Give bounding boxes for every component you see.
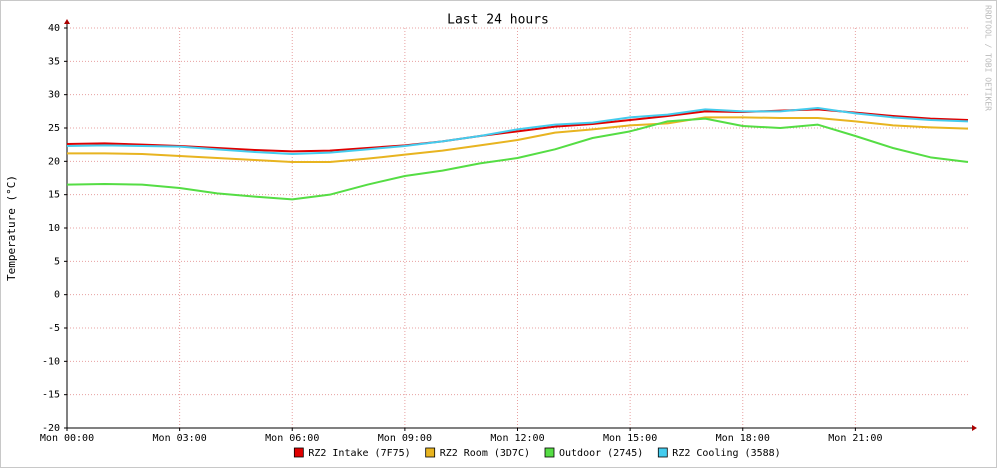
- y-tick-label: 35: [48, 56, 60, 67]
- y-tick-label: 15: [48, 190, 60, 201]
- legend-label: RZ2 Cooling (3588): [672, 448, 780, 459]
- x-tick-label: Mon 06:00: [265, 433, 319, 444]
- y-axis-arrow: [64, 19, 70, 24]
- series-line: [66, 117, 969, 201]
- y-tick-label: -5: [48, 323, 60, 334]
- y-tick-label: 5: [54, 256, 60, 267]
- x-tick-label: Mon 18:00: [716, 433, 770, 444]
- x-tick-label: Mon 12:00: [490, 433, 544, 444]
- x-tick-label: Mon 03:00: [153, 433, 207, 444]
- series-line: [67, 116, 969, 163]
- y-tick-label: 30: [48, 90, 60, 101]
- y-tick-label: -15: [42, 390, 60, 401]
- legend-label: RZ2 Room (3D7C): [440, 448, 530, 459]
- x-tick-label: Mon 09:00: [378, 433, 432, 444]
- legend-swatch: [293, 447, 304, 458]
- y-tick-label: 25: [48, 123, 60, 134]
- series-line: [66, 107, 969, 155]
- x-tick-label: Mon 15:00: [603, 433, 657, 444]
- x-axis-arrow: [972, 425, 977, 431]
- y-tick-label: -20: [42, 423, 60, 434]
- legend-swatch: [657, 447, 668, 458]
- legend-label: RZ2 Intake (7F75): [308, 448, 410, 459]
- y-tick-label: 10: [48, 223, 60, 234]
- series-line: [66, 108, 969, 153]
- legend-label: Outdoor (2745): [559, 448, 643, 459]
- legend-swatch: [425, 447, 436, 458]
- y-tick-label: 20: [48, 156, 60, 167]
- y-axis-label: Temperature (°C): [5, 175, 18, 281]
- y-tick-label: -10: [42, 356, 60, 367]
- y-tick-label: 40: [48, 23, 60, 34]
- watermark: RRDTOOL / TOBI OETIKER: [984, 5, 993, 111]
- x-tick-label: Mon 21:00: [828, 433, 882, 444]
- legend: RZ2 Intake (7F75) RZ2 Room (3D7C) Outdoor …: [293, 447, 781, 459]
- y-tick-label: 0: [54, 290, 60, 301]
- chart-title: Last 24 hours: [447, 13, 549, 28]
- legend-swatch: [544, 447, 555, 458]
- x-tick-label: Mon 00:00: [40, 433, 94, 444]
